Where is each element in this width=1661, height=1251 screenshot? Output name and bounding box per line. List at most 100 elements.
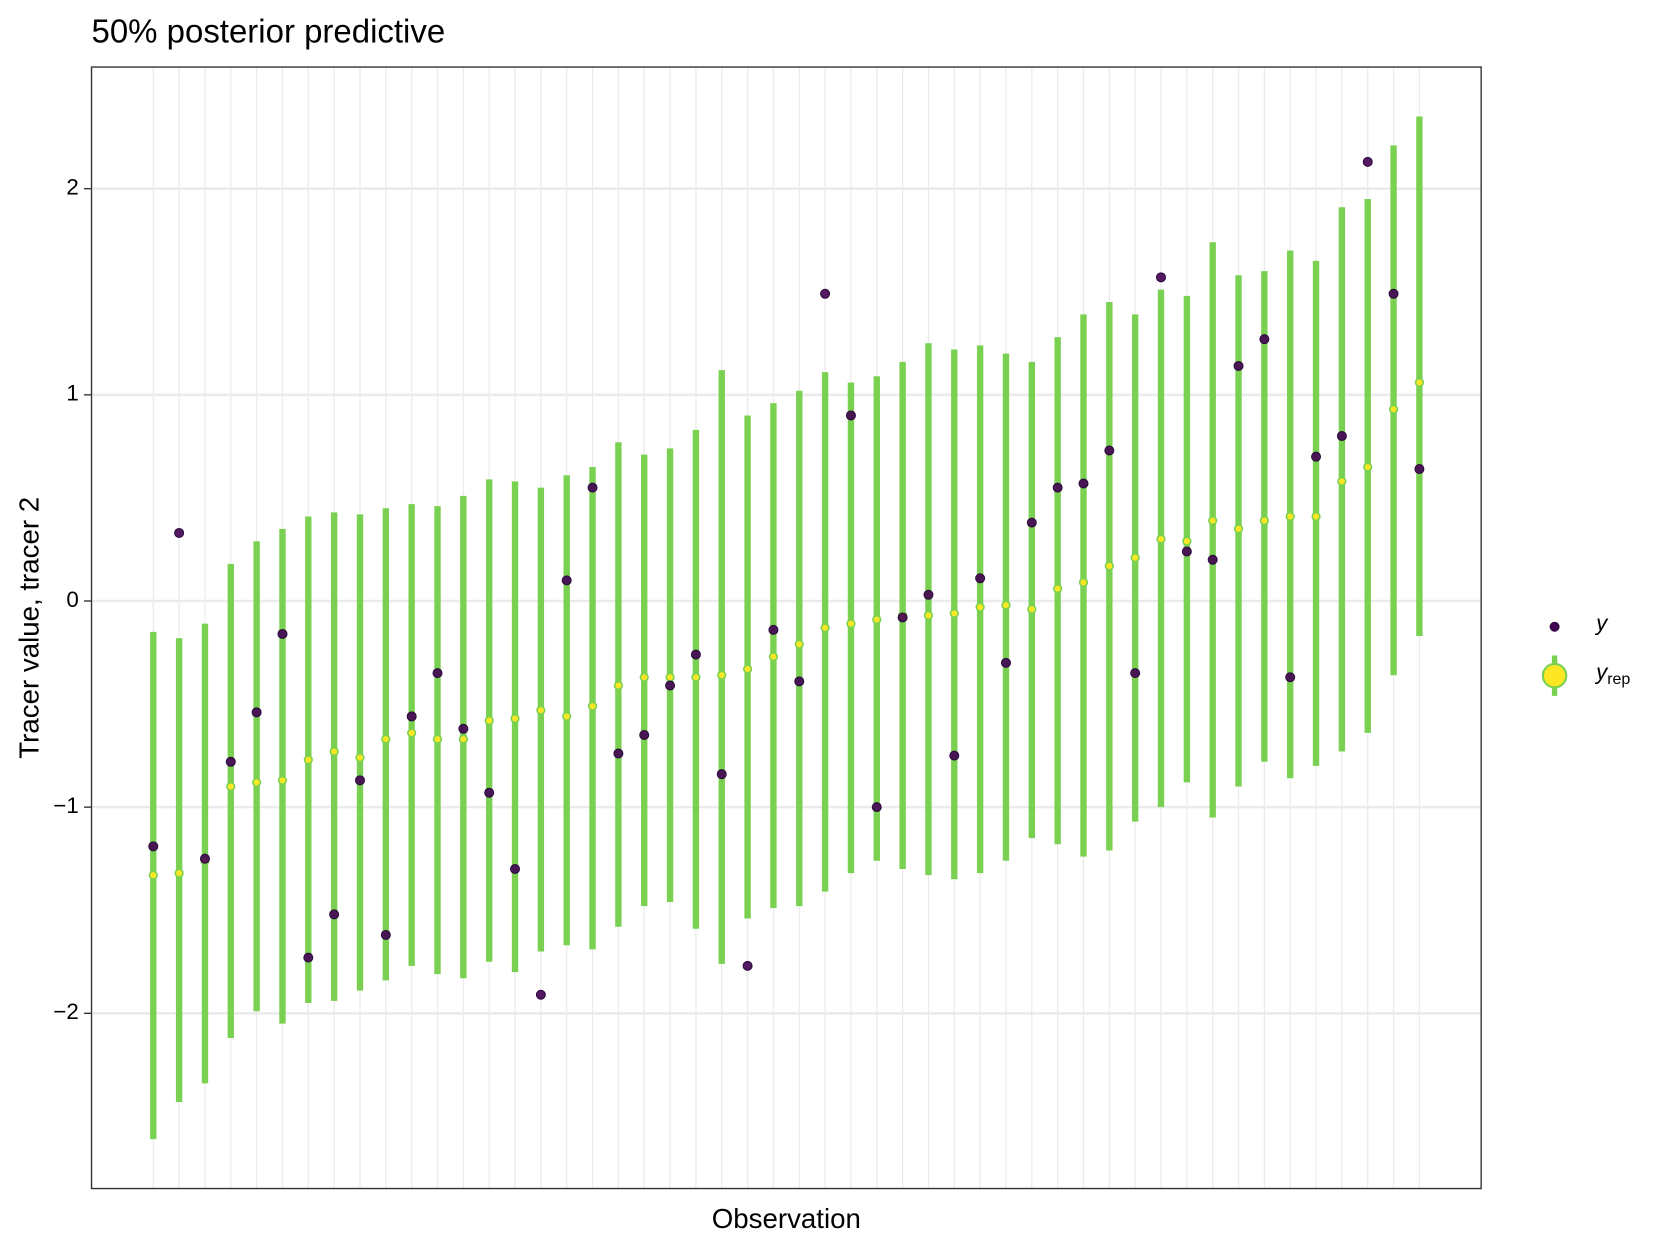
yrep-median [458, 734, 468, 744]
y-point [225, 756, 236, 767]
legend-label: y [1594, 611, 1609, 636]
y-point [174, 527, 185, 538]
y-point [665, 680, 676, 691]
yrep-median [768, 652, 779, 662]
y-point [845, 410, 856, 421]
legend-label-subscript: rep [1607, 671, 1630, 688]
y-point [690, 649, 701, 660]
y-point [510, 863, 521, 874]
y-point [742, 960, 753, 971]
y-point [1078, 478, 1089, 489]
legend-label: yrep [1594, 659, 1630, 688]
yrep-median [1233, 524, 1244, 534]
legend-label-main: y [1594, 659, 1609, 684]
yrep-median [1078, 577, 1089, 588]
y-point [406, 711, 417, 722]
yrep-median [1388, 404, 1399, 414]
yrep-median [510, 713, 520, 724]
yrep-median [536, 705, 546, 715]
y-point [1362, 156, 1373, 167]
yrep-median [691, 672, 701, 682]
yrep-median [1414, 377, 1425, 388]
y-point [1026, 517, 1037, 528]
y-axis: −2 −1 0 1 2 [53, 175, 92, 1024]
y-point [1104, 445, 1115, 456]
yrep-median [381, 734, 391, 744]
yrep-median [174, 868, 184, 878]
yrep-median [1001, 600, 1011, 610]
y-point [329, 909, 340, 920]
x-axis-label: Observation [712, 1203, 861, 1234]
y-point [949, 750, 960, 761]
y-point [820, 288, 831, 299]
y-point [1259, 334, 1270, 345]
y-point [535, 989, 546, 1000]
y-point [1388, 288, 1399, 299]
y-point [1285, 672, 1296, 683]
yrep-median [1182, 536, 1192, 546]
panel-background [91, 67, 1482, 1189]
y-tick-label: −2 [53, 999, 78, 1024]
y-point [148, 841, 159, 852]
yrep-median [1156, 534, 1166, 544]
yrep-median [872, 614, 882, 625]
yrep-median [1208, 515, 1218, 526]
yrep-median [1130, 553, 1140, 563]
y-point [1414, 464, 1425, 475]
yrep-median [252, 777, 262, 788]
yrep-median [846, 619, 856, 629]
yrep-median [949, 608, 959, 618]
yrep-median [1027, 604, 1037, 614]
y-point [1181, 546, 1192, 557]
y-point [303, 952, 314, 963]
y-tick-label: 1 [66, 381, 78, 406]
y-point [871, 802, 882, 813]
y-point [768, 624, 779, 635]
y-tick-label: 2 [66, 175, 78, 200]
y-point [613, 748, 624, 759]
y-point [277, 628, 288, 639]
yrep-median [226, 781, 236, 792]
y-point [199, 853, 210, 864]
y-point [251, 707, 262, 718]
yrep-median [587, 701, 598, 711]
y-point [458, 723, 469, 734]
yrep-median [277, 775, 288, 785]
y-point [484, 787, 495, 798]
y-point [432, 668, 443, 679]
y-point [380, 929, 391, 940]
y-point [923, 589, 934, 600]
yrep-median [923, 610, 934, 621]
yrep-median [613, 680, 624, 691]
yrep-median [432, 734, 443, 744]
yrep-median [407, 728, 417, 738]
yrep-median [717, 670, 727, 680]
marks [148, 116, 1425, 1140]
y-axis-label: Tracer value, tracer 2 [13, 497, 44, 759]
y-point [1207, 554, 1218, 565]
y-point [587, 482, 598, 493]
yrep-median [355, 753, 365, 763]
y-tick-label: 0 [66, 587, 78, 612]
yrep-median [794, 639, 804, 649]
yrep-median [1311, 511, 1321, 522]
y-point [1000, 657, 1011, 668]
y-point [1336, 431, 1347, 442]
panel-border [90, 66, 1482, 1190]
y-point [1052, 482, 1063, 493]
yrep-median [665, 672, 675, 682]
chart-title: 50% posterior predictive [92, 13, 446, 50]
y-point [639, 729, 650, 740]
y-point [975, 573, 986, 584]
yrep-median [975, 602, 985, 612]
y-point [1233, 360, 1244, 371]
y-point [794, 676, 805, 687]
yrep-median [329, 746, 339, 757]
y-point [561, 575, 572, 586]
legend-key-y [1549, 621, 1560, 632]
yrep-median [820, 623, 830, 633]
y-point [1130, 668, 1141, 679]
